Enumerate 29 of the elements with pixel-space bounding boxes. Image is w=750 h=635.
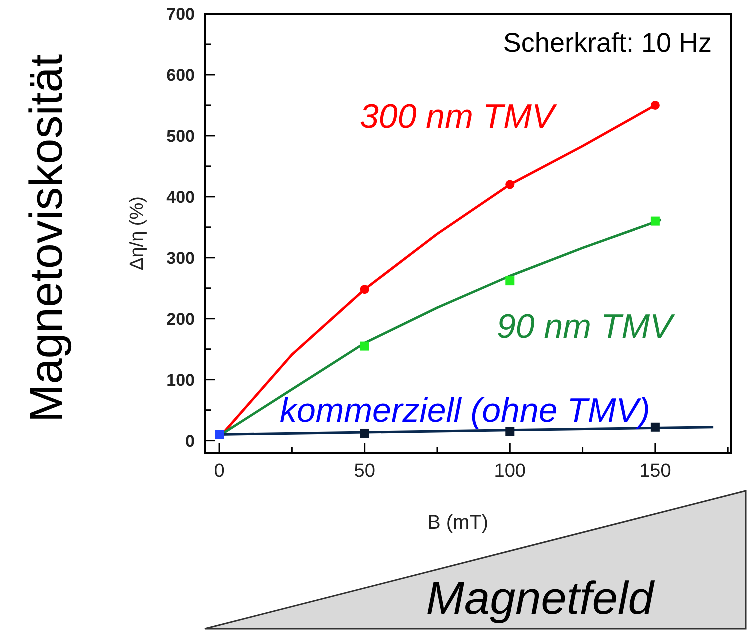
point: [360, 342, 370, 351]
y-tick-label: 400: [166, 188, 195, 207]
point: [506, 276, 515, 286]
point: [360, 428, 370, 438]
y-axis-title: Δη/η (%): [127, 196, 148, 270]
series-label: 300 nm TMV: [360, 98, 558, 136]
x-axis-title: B (mT): [427, 512, 489, 534]
x-tick-label: 150: [640, 461, 672, 482]
y-tick-label: 300: [166, 248, 195, 268]
text: Magnetfeld: [426, 572, 656, 624]
point: [650, 100, 660, 110]
y-tick-label: 0: [186, 432, 195, 451]
text: Magnetoviskosität: [20, 54, 72, 423]
series-label: 90 nm TMV: [497, 308, 676, 346]
y-tick-label: 100: [166, 370, 195, 390]
y-tick-label: 200: [166, 310, 195, 329]
point: [650, 422, 660, 432]
y-tick-label: 500: [166, 126, 195, 146]
annotation: Scherkraft: 10 Hz: [503, 28, 712, 58]
y-tick-label: 700: [166, 5, 195, 24]
point: [215, 430, 224, 440]
point: [650, 216, 660, 226]
y-tick-label: 600: [166, 66, 195, 85]
x-tick-label: 50: [354, 461, 376, 482]
point: [360, 285, 370, 294]
x-tick-label: 100: [494, 461, 526, 482]
point: [506, 180, 515, 190]
series-label: kommerziell (ohne TMV): [280, 392, 650, 430]
x-tick-label: 0: [214, 461, 225, 482]
